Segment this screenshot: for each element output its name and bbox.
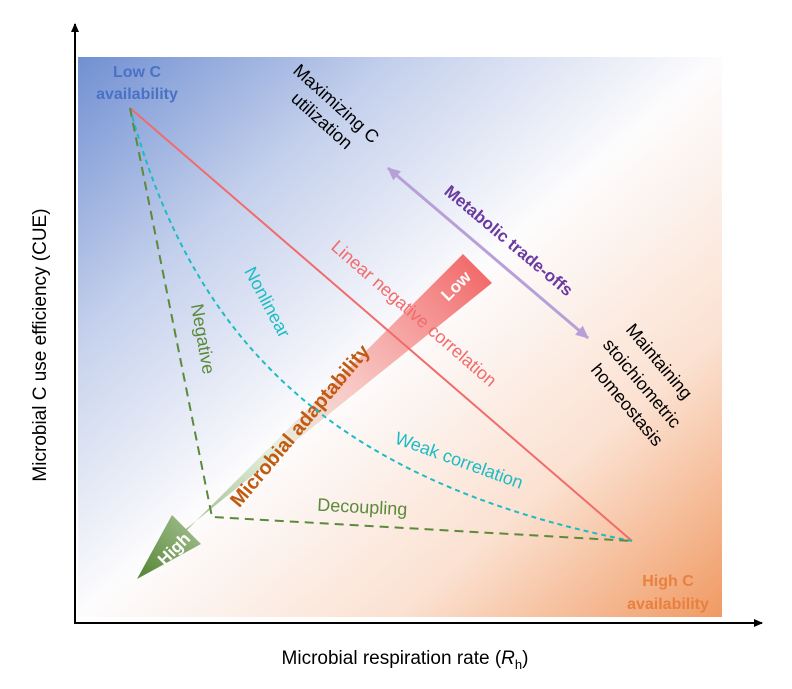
svg-text:Low C: Low C [113,64,161,81]
svg-text:availability: availability [96,86,178,103]
y-axis-label: Microbial C use efficiency (CUE) [30,208,51,481]
svg-text:availability: availability [627,596,709,613]
tradeoff-arrow [387,166,589,340]
x-axis-label: Microbial respiration rate (Rh) [282,648,529,672]
negative-decoupling-line [129,107,633,542]
nonlinear-curve [129,107,633,542]
decoupling-label: Decoupling [317,495,408,520]
high-c-label: High C availability [627,573,709,613]
linear-line [129,107,633,542]
low-c-label: Low C availability [96,64,178,103]
svg-text:High C: High C [642,573,694,590]
